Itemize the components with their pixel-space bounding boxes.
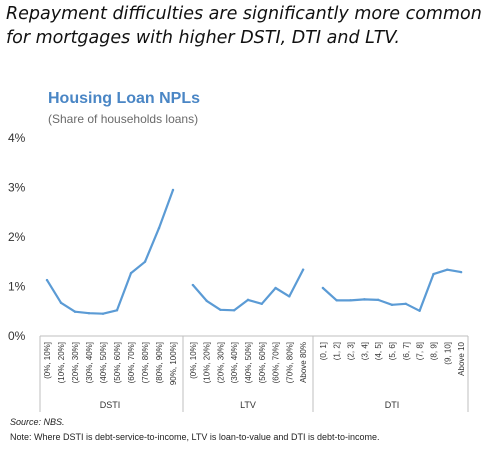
x-tick-label: Above 80% (299, 342, 308, 383)
data-point (101, 312, 105, 315)
x-tick-label: (10%, 20%] (203, 342, 212, 383)
x-tick-label: (7, 8] (416, 342, 425, 360)
x-tick-label: (5, 6] (388, 342, 397, 360)
data-point (157, 226, 161, 230)
x-tick-label: (0%, 10%] (43, 342, 52, 379)
data-point (418, 309, 421, 312)
x-tick-label: (6, 7] (402, 342, 411, 360)
x-tick-label: (70%, 80%] (141, 342, 150, 383)
data-point (129, 271, 133, 275)
data-point (171, 188, 175, 192)
x-tick-label: (1, 2] (333, 342, 342, 360)
chart-subtitle: (Share of households loans) (48, 112, 199, 126)
data-point (143, 260, 147, 263)
data-point (432, 272, 435, 276)
data-point (288, 295, 291, 298)
x-tick-label: (20%, 30%] (71, 342, 80, 383)
group-label: DSTI (100, 400, 121, 410)
data-point (73, 310, 77, 313)
data-point (191, 283, 195, 287)
x-tick-label: (20%, 30%] (216, 342, 225, 383)
data-point (274, 286, 277, 290)
y-tick-label: 0% (8, 329, 26, 343)
x-tick-label: (0%, 10%] (189, 342, 198, 379)
data-point (321, 286, 325, 290)
x-tick-label: (40%, 50%] (99, 342, 108, 383)
data-point (404, 302, 408, 306)
x-tick-label: (50%, 60%] (258, 342, 267, 383)
data-point (233, 309, 236, 312)
data-point (219, 308, 222, 311)
y-tick-label: 2% (8, 230, 26, 244)
x-tick-label: Above 10 (457, 341, 466, 375)
group-label: DTI (385, 400, 400, 410)
data-point (376, 298, 380, 302)
data-point (459, 270, 463, 274)
data-point (205, 299, 208, 303)
x-tick-label: (70%, 80%] (285, 342, 294, 383)
x-tick-label: (2, 3] (347, 342, 356, 360)
x-tick-label: (80%, 90%] (155, 342, 164, 383)
data-point (349, 299, 352, 302)
y-tick-label: 4% (8, 131, 26, 145)
data-point (59, 301, 63, 305)
series-line-ltv (191, 268, 305, 312)
data-point (246, 298, 250, 302)
x-tick-label: (3, 4] (360, 342, 369, 360)
x-tick-label: (30%, 40%] (85, 342, 94, 383)
data-point (301, 268, 305, 271)
x-tick-label: (60%, 70%] (127, 342, 136, 383)
x-tick-label: (40%, 50%] (244, 342, 253, 383)
data-point (87, 312, 91, 315)
x-tick-label: (4, 5] (374, 342, 383, 360)
x-tick-label: (50%, 60%] (113, 342, 122, 383)
y-tick-label: 3% (8, 181, 26, 195)
x-tick-label: 90%, 100%] (169, 342, 178, 385)
x-tick-label: (9, 10] (443, 342, 452, 365)
data-point (446, 268, 449, 271)
x-tick-label: (30%, 40%] (230, 342, 239, 383)
x-tick-label: (0, 1] (319, 342, 328, 360)
x-tick-label: (10%, 20%] (57, 342, 66, 383)
data-point (335, 299, 338, 302)
y-tick-label: 1% (8, 280, 26, 294)
data-point (115, 309, 119, 312)
definitions-note: Note: Where DSTI is debt-service-to-inco… (10, 432, 380, 442)
chart-title: Housing Loan NPLs (48, 90, 200, 107)
x-tick-label: (60%, 70%] (272, 342, 281, 383)
data-point (363, 298, 366, 301)
data-point (45, 278, 49, 282)
x-tick-label: (8, 9] (430, 342, 439, 360)
headline: Repayment difficulties are significantly… (6, 4, 482, 48)
series-line-dsti (45, 188, 175, 315)
source-note: Source: NBS. (10, 417, 65, 427)
data-point (260, 302, 263, 306)
group-label: LTV (240, 400, 256, 410)
data-point (390, 303, 394, 307)
